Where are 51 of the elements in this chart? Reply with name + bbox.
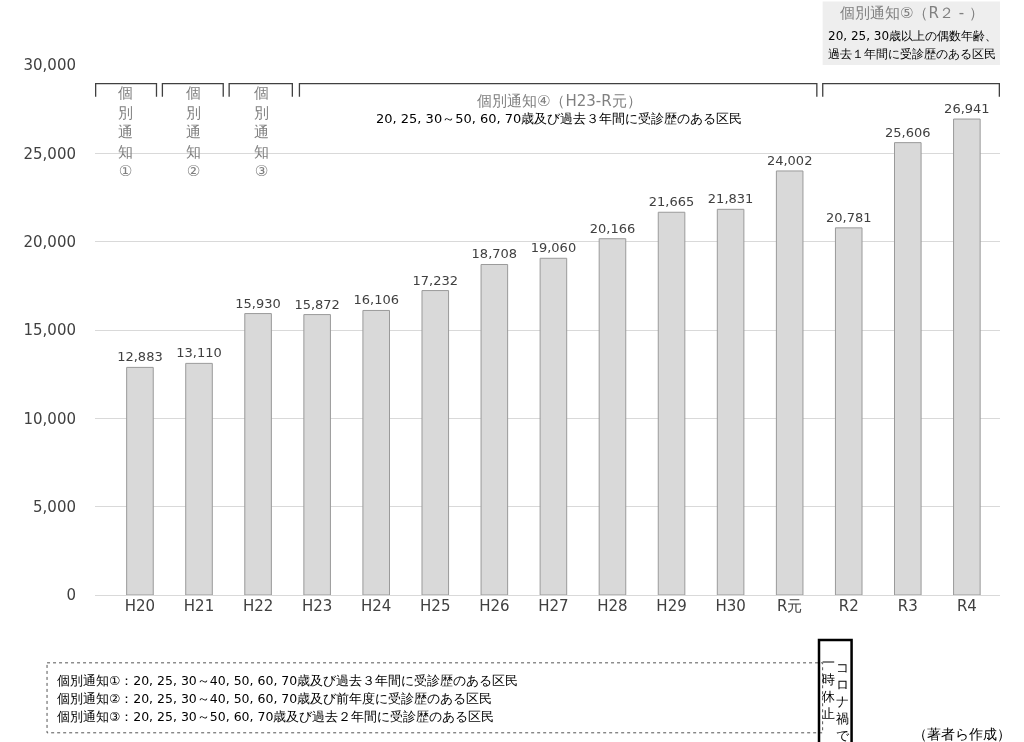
data-label: 21,831 [707, 191, 754, 207]
data-label: 20,781 [825, 209, 872, 225]
text: 個別通知①：20, 25, 30～40, 50, 60, 70歳及び過去３年間に受診歴のある区民 [57, 673, 519, 688]
text: 個別通知②：20, 25, 30～40, 50, 60, 70歳及び前年度に受診歴のある区民 [57, 691, 493, 706]
data-label: 15,872 [294, 296, 340, 312]
x-tick-label: H28 [597, 597, 628, 615]
y-tick-label: 0 [66, 586, 76, 605]
x-tick-label: H24 [361, 597, 392, 615]
data-label: 12,883 [117, 349, 163, 365]
x-tick-label: R2 [838, 597, 859, 615]
text: 20, 25, 30歳以上の偶数年齢、 [828, 29, 998, 43]
data-label: 20,166 [589, 220, 636, 236]
x-tick-label: H20 [124, 597, 156, 615]
y-tick-label: 10,000 [23, 409, 76, 428]
x-tick-label: H25 [420, 597, 451, 615]
x-tick-label: R元 [776, 597, 803, 615]
data-label: 26,941 [944, 101, 990, 117]
text: 一時休止 [822, 655, 835, 721]
data-label: 19,060 [530, 240, 577, 256]
annotation: 個別通知④（H23-R元） [477, 92, 642, 110]
text: 個別通知③：20, 25, 30～50, 60, 70歳及び過去２年間に受診歴のある区民 [57, 709, 495, 724]
data-label: 25,606 [885, 124, 931, 140]
x-tick-label: H27 [538, 597, 569, 615]
y-tick-label: 30,000 [23, 56, 76, 75]
data-label: 18,708 [471, 246, 518, 262]
x-tick-label: H30 [715, 597, 746, 615]
x-tick-label: H26 [479, 597, 510, 615]
data-label: 13,110 [176, 345, 222, 361]
data-label: 16,106 [353, 292, 399, 308]
data-label: 17,232 [412, 272, 459, 288]
y-tick-label: 20,000 [23, 232, 76, 251]
text: 過去１年間に受診歴のある区民 [828, 47, 996, 61]
data-label: 21,665 [648, 194, 695, 210]
annotation: 20, 25, 30～50, 60, 70歳及び過去３年間に受診歴のある区民 [376, 111, 743, 126]
x-tick-label: R4 [956, 597, 977, 615]
text: （著者ら作成） [913, 726, 1011, 742]
y-tick-label: 25,000 [23, 144, 76, 163]
text: コロナ禍で [836, 660, 850, 742]
x-tick-label: H23 [301, 597, 333, 615]
x-tick-label: H21 [183, 597, 215, 615]
annotation: 個別通知② [186, 84, 201, 180]
y-tick-label: 5,000 [33, 497, 76, 516]
x-tick-label: H22 [242, 597, 274, 615]
y-tick-label: 15,000 [23, 321, 76, 340]
data-label: 15,930 [235, 295, 281, 311]
data-label: 24,002 [766, 152, 813, 168]
annotation: 個別通知① [118, 84, 133, 180]
text: 個別通知⑤（R２ - ） [840, 4, 984, 22]
x-tick-label: H29 [656, 597, 687, 615]
x-tick-label: R3 [897, 597, 918, 615]
annotation: 個別通知③ [254, 84, 269, 180]
